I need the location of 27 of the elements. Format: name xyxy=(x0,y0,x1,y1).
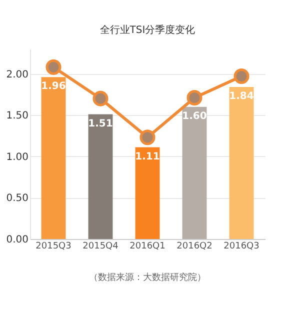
bar xyxy=(135,147,160,239)
data-label: 1.96 xyxy=(41,81,66,92)
point xyxy=(46,59,62,75)
y-tick-label: 0.50 xyxy=(6,193,28,204)
point xyxy=(186,90,202,106)
y-tick-label: 2.00 xyxy=(6,69,28,80)
chart-title: 全行业TSI分季度变化 xyxy=(100,24,196,36)
bar xyxy=(182,106,207,239)
y-tick-label: 0.00 xyxy=(6,234,28,246)
point xyxy=(140,130,156,146)
data-label: 1.84 xyxy=(229,91,254,102)
point xyxy=(234,68,250,84)
point xyxy=(92,90,108,106)
text: （数据来源：大数据研究院） xyxy=(89,272,206,283)
x-tick-label: 2016Q1 xyxy=(130,242,166,252)
x-tick-label: 2015Q3 xyxy=(36,242,72,252)
bar xyxy=(88,114,113,239)
bar xyxy=(229,87,254,239)
data-label: 1.51 xyxy=(88,118,113,130)
x-tick-label: 2015Q4 xyxy=(82,242,119,252)
data-label: 1.11 xyxy=(135,151,160,162)
y-tick-label: 1.00 xyxy=(6,152,28,163)
data-label: 1.60 xyxy=(182,110,207,122)
x-tick-label: 2016Q3 xyxy=(224,242,260,252)
y-tick-label: 1.50 xyxy=(6,110,28,122)
x-tick-label: 2016Q2 xyxy=(176,242,212,252)
bar xyxy=(41,77,66,239)
